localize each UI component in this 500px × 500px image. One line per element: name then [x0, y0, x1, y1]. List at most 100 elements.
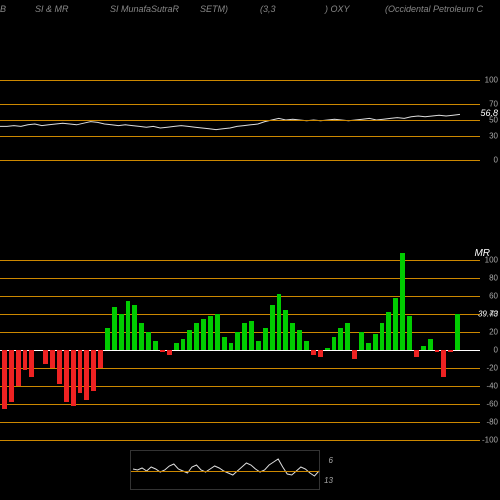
axis-label: 30: [489, 132, 498, 141]
bar-positive: [428, 339, 433, 350]
bar-negative: [50, 350, 55, 368]
bar-positive: [222, 337, 227, 351]
bar-negative: [160, 350, 165, 352]
bar-positive: [304, 341, 309, 350]
bar-positive: [332, 337, 337, 351]
bar-negative: [64, 350, 69, 402]
axis-label: -20: [486, 364, 498, 373]
bar-positive: [153, 341, 158, 350]
si-line-chart: 56.8 1007050300: [0, 80, 500, 180]
bar-negative: [16, 350, 21, 386]
bar-negative: [91, 350, 96, 391]
bar-negative: [78, 350, 83, 393]
bar-positive: [325, 348, 330, 350]
bar-positive: [283, 310, 288, 351]
header-text: SETM): [200, 4, 228, 14]
bar-negative: [23, 350, 28, 370]
bar-positive: [187, 330, 192, 350]
header-text: ) OXY: [325, 4, 350, 14]
bar-positive: [290, 323, 295, 350]
bar-positive: [345, 323, 350, 350]
bar-positive: [146, 332, 151, 350]
bar-positive: [132, 305, 137, 350]
bar-positive: [407, 316, 412, 350]
bar-positive: [126, 301, 131, 351]
price-line: [0, 80, 480, 180]
bar-positive: [249, 321, 254, 350]
bar-positive: [181, 339, 186, 350]
axis-label: -100: [482, 436, 498, 445]
axis-label: -60: [486, 400, 498, 409]
axis-label: -40: [486, 382, 498, 391]
bar-negative: [167, 350, 172, 355]
bar-negative: [352, 350, 357, 359]
mini-midline: [131, 471, 319, 472]
gridline: [0, 278, 480, 279]
axis-label: 20: [489, 328, 498, 337]
axis-label: 60: [489, 292, 498, 301]
bar-positive: [208, 316, 213, 350]
bar-positive: [386, 312, 391, 350]
bar-positive: [119, 314, 124, 350]
mini-indicator-chart: 613: [130, 450, 320, 490]
bar-positive: [455, 314, 460, 350]
gridline: [0, 104, 480, 105]
axis-label: 0: [494, 156, 498, 165]
header-text: (3,3: [260, 4, 276, 14]
bar-positive: [139, 323, 144, 350]
mini-axis-label: 13: [324, 476, 333, 485]
axis-label: 0: [494, 346, 498, 355]
gridline: [0, 260, 480, 261]
gridline: [0, 422, 480, 423]
bar-positive: [256, 341, 261, 350]
gridline: [0, 136, 480, 137]
bar-positive: [297, 330, 302, 350]
bar-negative: [435, 350, 440, 352]
bar-positive: [263, 328, 268, 351]
bar-positive: [235, 332, 240, 350]
bar-positive: [194, 323, 199, 350]
header-text: (Occidental Petroleum C: [385, 4, 483, 14]
bar-negative: [43, 350, 48, 364]
gridline: [0, 296, 480, 297]
bar-negative: [441, 350, 446, 377]
axis-label: 70: [489, 100, 498, 109]
bar-positive: [112, 307, 117, 350]
bar-positive: [174, 343, 179, 350]
mini-axis-label: 6: [329, 456, 333, 465]
header-text: B: [0, 4, 6, 14]
bar-positive: [366, 343, 371, 350]
bar-positive: [400, 253, 405, 350]
axis-label: 100: [485, 256, 498, 265]
gridline: [0, 440, 480, 441]
bar-positive: [270, 305, 275, 350]
bar-negative: [98, 350, 103, 368]
current-mr-value: 39.73: [478, 310, 498, 319]
bar-negative: [9, 350, 14, 402]
bar-positive: [229, 343, 234, 350]
axis-label: 100: [485, 76, 498, 85]
bar-negative: [311, 350, 316, 355]
axis-label: 80: [489, 274, 498, 283]
bar-positive: [242, 323, 247, 350]
bar-positive: [373, 334, 378, 350]
axis-label: -80: [486, 418, 498, 427]
bar-positive: [277, 294, 282, 350]
bar-negative: [71, 350, 76, 406]
header-text: SI & MR: [35, 4, 69, 14]
bar-positive: [359, 332, 364, 350]
bar-positive: [201, 319, 206, 351]
bar-negative: [29, 350, 34, 377]
mr-bar-chart: MR 100806040200-20-40-60-80-10039.73: [0, 260, 500, 440]
header-text: SI MunafaSutraR: [110, 4, 179, 14]
bar-positive: [338, 328, 343, 351]
gridline: [0, 80, 480, 81]
axis-label: 50: [489, 116, 498, 125]
bar-positive: [215, 314, 220, 350]
bar-positive: [105, 328, 110, 351]
bar-negative: [84, 350, 89, 400]
bar-positive: [393, 298, 398, 350]
bar-positive: [380, 323, 385, 350]
gridline: [0, 120, 480, 121]
gridline: [0, 160, 480, 161]
